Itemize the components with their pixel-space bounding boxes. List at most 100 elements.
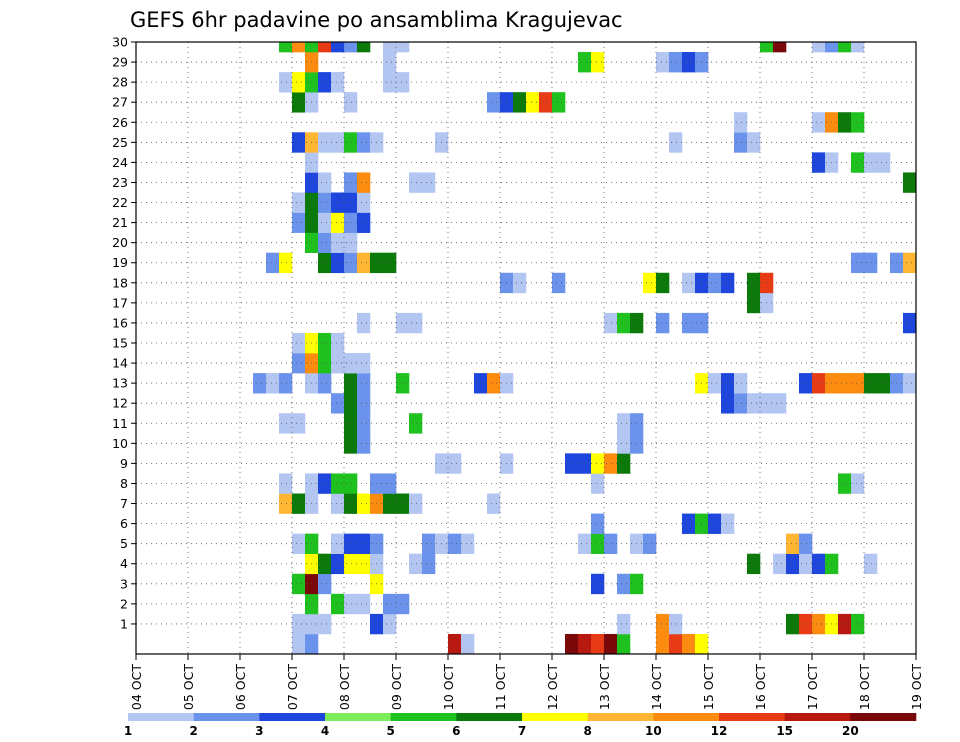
y-tick-label: 7	[120, 496, 128, 511]
heatmap-cell	[604, 312, 618, 334]
heatmap-cell	[487, 373, 501, 394]
heatmap-cell	[292, 212, 306, 233]
heatmap-cell	[396, 312, 410, 334]
heatmap-cell	[799, 533, 813, 554]
colorbar-swatch	[259, 713, 326, 721]
heatmap-cell	[812, 152, 826, 173]
heatmap-cell	[344, 393, 358, 414]
heatmap-cell	[357, 42, 371, 53]
x-tick-label: 15 OCT	[701, 664, 716, 710]
heatmap-cell	[877, 152, 891, 173]
heatmap-cell	[383, 613, 397, 635]
colorbar-label: 15	[776, 724, 793, 738]
heatmap-cell	[305, 633, 319, 655]
heatmap-cell	[344, 252, 358, 274]
heatmap-cell	[617, 453, 631, 474]
heatmap-cell	[734, 132, 748, 153]
heatmap-cell	[669, 633, 683, 655]
heatmap-cell	[331, 593, 345, 615]
heatmap-cell	[565, 633, 579, 655]
colorbar-label: 3	[255, 724, 263, 738]
heatmap-cell	[344, 553, 358, 575]
y-tick-label: 10	[112, 436, 128, 451]
heatmap-cell	[409, 413, 423, 434]
colorbar-label: 1	[124, 724, 132, 738]
heatmap-cell	[331, 212, 345, 233]
heatmap-cell	[318, 553, 332, 575]
y-tick-label: 28	[112, 75, 128, 90]
heatmap-cell	[422, 553, 436, 575]
heatmap-cell	[383, 252, 397, 274]
heatmap-cell	[591, 52, 605, 73]
colorbar-label: 2	[189, 724, 197, 738]
heatmap-cell	[292, 332, 306, 354]
heatmap-cell	[331, 72, 345, 93]
heatmap-cell	[318, 232, 332, 253]
y-tick-label: 21	[112, 215, 128, 230]
heatmap-cell	[617, 633, 631, 655]
heatmap-cell	[331, 533, 345, 554]
heatmap-cell	[578, 633, 592, 655]
heatmap-cell	[292, 353, 306, 374]
heatmap-cell	[864, 152, 878, 173]
x-tick-label: 16 OCT	[753, 664, 768, 710]
colorbar-legend: 1 2 3 4 5 6 7 8 10 12 15 20	[124, 713, 917, 738]
heatmap-cell	[357, 252, 371, 274]
heatmap-cell	[617, 613, 631, 635]
heatmap-cell	[578, 453, 592, 474]
heatmap-cell	[851, 373, 865, 394]
heatmap-cell	[383, 72, 397, 93]
heatmap-cell	[292, 92, 306, 113]
heatmap-cell	[604, 533, 618, 554]
heatmap-cell	[812, 112, 826, 133]
heatmap-cell	[721, 513, 735, 534]
heatmap-cell	[695, 633, 709, 655]
heatmap-cell	[357, 373, 371, 394]
heatmap-cell	[422, 172, 436, 193]
heatmap-cell	[292, 533, 306, 554]
heatmap-cell	[344, 92, 358, 113]
colorbar-swatch	[193, 713, 260, 721]
heatmap-cell	[396, 42, 410, 53]
x-tick-label: 18 OCT	[857, 664, 872, 710]
heatmap-cell	[344, 533, 358, 554]
heatmap-cell	[539, 92, 553, 113]
heatmap-cell	[344, 192, 358, 213]
heatmap-cell	[318, 192, 332, 213]
heatmap-cell	[851, 112, 865, 133]
heatmap-cell	[786, 553, 800, 575]
heatmap-cell	[552, 272, 566, 294]
heatmap-cell	[383, 52, 397, 73]
heatmap-cell	[786, 533, 800, 554]
heatmap-cell	[318, 212, 332, 233]
colorbar-label: 6	[452, 724, 460, 738]
heatmap-cell	[812, 42, 826, 53]
colorbar-label: 8	[583, 724, 591, 738]
heatmap-cell	[292, 413, 306, 434]
colorbar-label: 4	[321, 724, 329, 738]
heatmap-cell	[318, 613, 332, 635]
heatmap-cell	[253, 373, 267, 394]
heatmap-cell	[708, 272, 722, 294]
heatmap-cell	[552, 92, 566, 113]
heatmap-cell	[721, 373, 735, 394]
heatmap-cell	[318, 42, 332, 53]
heatmap-cell	[318, 373, 332, 394]
heatmap-cell	[851, 152, 865, 173]
heatmap-cell	[292, 633, 306, 655]
heatmap-cell	[799, 613, 813, 635]
colorbar-swatch	[390, 713, 457, 721]
y-tick-label: 13	[112, 376, 128, 391]
y-tick-label: 1	[120, 616, 128, 631]
colorbar-swatch	[653, 713, 720, 721]
x-tick-label: 19 OCT	[909, 664, 924, 710]
heatmap-cell	[331, 252, 345, 274]
y-axis: 1234567891011121314151617181920212223242…	[112, 35, 136, 631]
heatmap-cell	[266, 373, 280, 394]
heatmap-cell	[396, 72, 410, 93]
y-tick-label: 25	[112, 135, 128, 150]
heatmap-cell	[656, 272, 670, 294]
heatmap-cell	[838, 42, 852, 53]
heatmap-cell	[344, 373, 358, 394]
y-tick-label: 27	[112, 95, 128, 110]
